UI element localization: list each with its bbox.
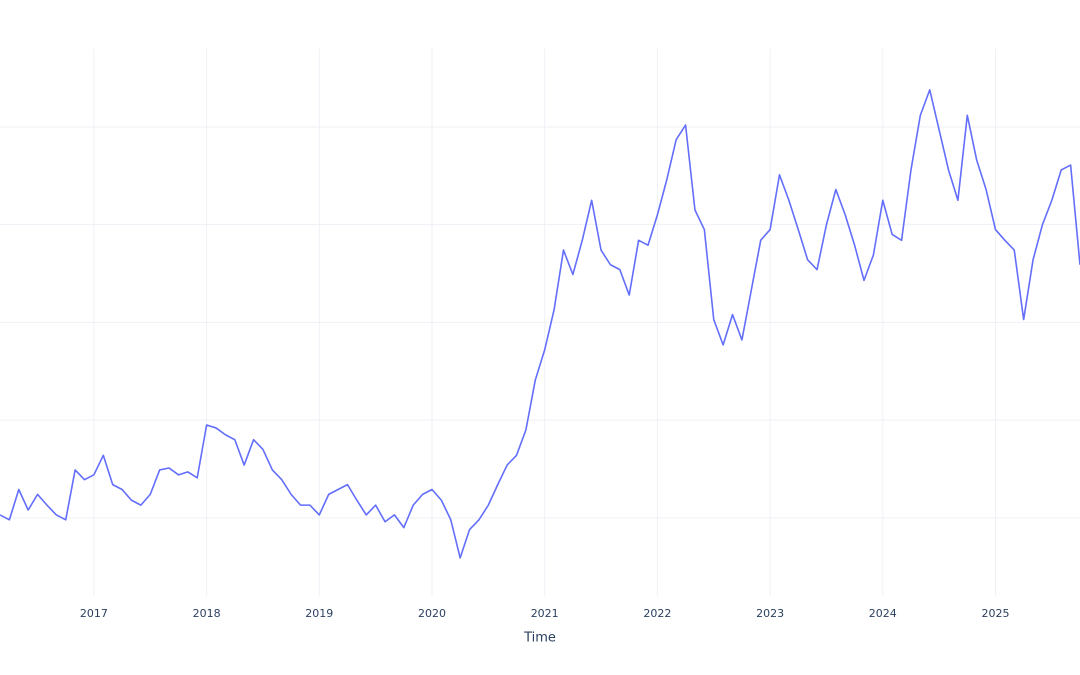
x-tick-label: 2022 [643, 607, 671, 620]
x-tick-label: 2021 [531, 607, 559, 620]
x-tick-label: 2020 [418, 607, 446, 620]
x-tick-label: 2024 [869, 607, 897, 620]
grid [0, 48, 1080, 596]
x-tick-label: 2018 [193, 607, 221, 620]
x-axis-title: Time [523, 631, 556, 646]
line-series [0, 89, 1080, 559]
x-tick-label: 2023 [756, 607, 784, 620]
plot-area [0, 89, 1080, 559]
x-tick-label: 2019 [305, 607, 333, 620]
x-tick-label: 2025 [981, 607, 1009, 620]
x-tick-label: 2017 [80, 607, 108, 620]
